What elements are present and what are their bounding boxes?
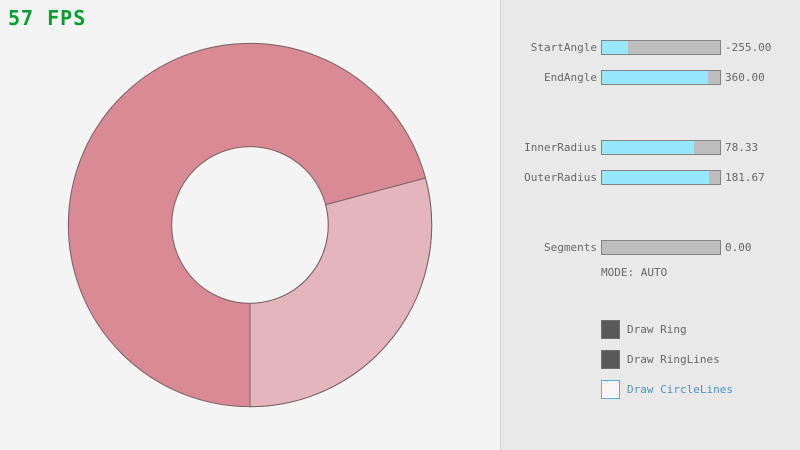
slider-row-endangle: EndAngle 360.00 (501, 70, 800, 85)
innerradius-slider-fill (602, 141, 695, 154)
innerradius-slider[interactable] (601, 140, 721, 155)
outerradius-slider-fill (602, 171, 710, 184)
endangle-slider-fill (602, 71, 709, 84)
outerradius-slider[interactable] (601, 170, 721, 185)
startangle-slider[interactable] (601, 40, 721, 55)
innerradius-value: 78.33 (725, 141, 759, 154)
slider-row-segments: Segments 0.00 (501, 240, 800, 255)
segments-value: 0.00 (725, 241, 752, 254)
draw-ring-label: Draw Ring (627, 323, 687, 336)
draw-ring-checkbox[interactable] (601, 320, 620, 339)
draw-ringlines-label: Draw RingLines (627, 353, 720, 366)
draw-circlelines-checkbox[interactable] (601, 380, 620, 399)
startangle-slider-fill (602, 41, 628, 54)
endangle-slider[interactable] (601, 70, 721, 85)
checkbox-row-draw-ringlines[interactable]: Draw RingLines (601, 350, 800, 369)
ring-canvas (67, 42, 433, 408)
draw-circlelines-label: Draw CircleLines (627, 383, 733, 396)
slider-row-innerradius: InnerRadius 78.33 (501, 140, 800, 155)
endangle-label: EndAngle (544, 71, 597, 84)
fps-counter: 57 FPS (8, 6, 87, 30)
startangle-label: StartAngle (530, 41, 597, 54)
outerradius-label: OuterRadius (524, 171, 597, 184)
endangle-value: 360.00 (725, 71, 765, 84)
controls-panel: StartAngle -255.00 EndAngle 360.00 Inner… (500, 0, 800, 450)
innerradius-label: InnerRadius (524, 141, 597, 154)
draw-ringlines-checkbox[interactable] (601, 350, 620, 369)
startangle-value: -255.00 (725, 41, 772, 54)
checkbox-row-draw-ring[interactable]: Draw Ring (601, 320, 800, 339)
outerradius-value: 181.67 (725, 171, 765, 184)
segments-label: Segments (544, 241, 597, 254)
segments-mode-label: MODE: AUTO (601, 266, 668, 279)
ring-light-wedge (249, 177, 433, 408)
slider-row-outerradius: OuterRadius 181.67 (501, 170, 800, 185)
checkbox-row-draw-circlelines[interactable]: Draw CircleLines (601, 380, 800, 399)
slider-row-startangle: StartAngle -255.00 (501, 40, 800, 55)
segments-slider[interactable] (601, 240, 721, 255)
